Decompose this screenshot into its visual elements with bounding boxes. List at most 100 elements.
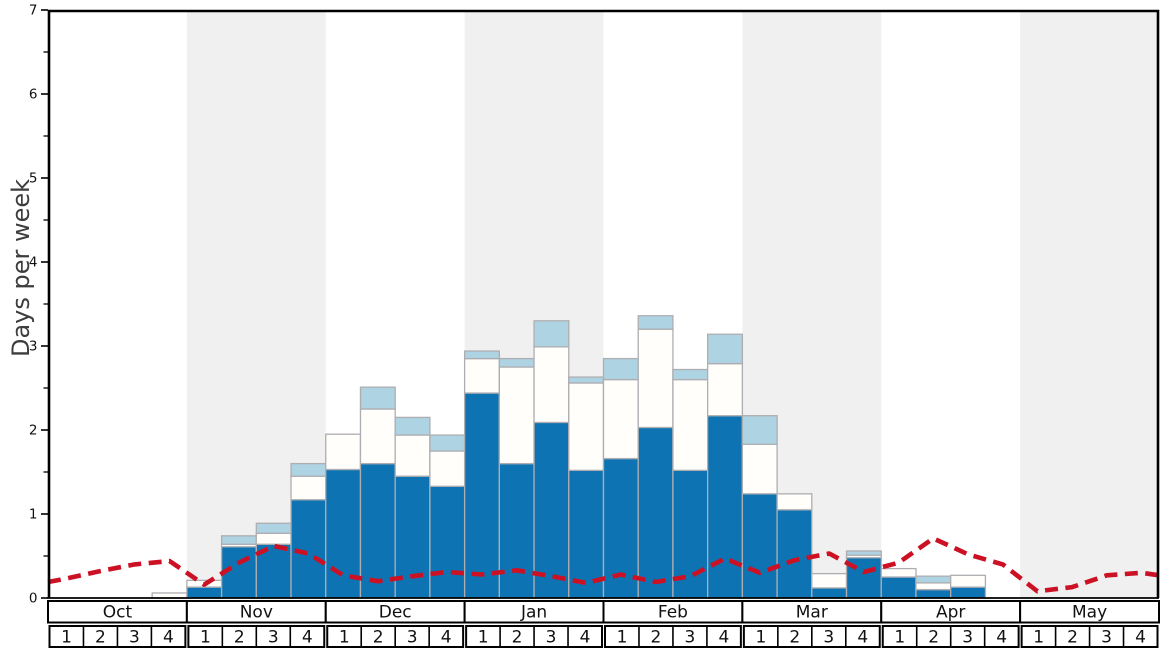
bar-segment-light-blue [220, 535, 257, 545]
bar-segment-dark-blue [498, 462, 535, 599]
bar-segment-dark-blue [429, 485, 466, 599]
week-label: 1 [1033, 628, 1044, 648]
bar-segment-white [498, 366, 535, 465]
week-label: 2 [789, 628, 800, 648]
week-label: 2 [234, 628, 245, 648]
bar-segment-dark-blue [186, 586, 223, 599]
bar-segment-light-blue [602, 357, 639, 381]
bar-segment-dark-blue [950, 586, 987, 599]
week-label: 2 [512, 628, 523, 648]
y-tick-label: 6 [29, 87, 38, 103]
y-tick-label: 7 [29, 3, 38, 19]
bar-segment-dark-blue [707, 415, 744, 599]
bar-segment-light-blue [255, 522, 292, 534]
week-label: 2 [373, 628, 384, 648]
month-label: Nov [240, 603, 273, 623]
week-label: 4 [441, 628, 452, 648]
bar-segment-white [255, 532, 292, 545]
plot-frame [47, 9, 1160, 598]
bar-segment-white [950, 574, 987, 588]
week-label: 4 [1135, 628, 1146, 648]
bar-segment-light-blue [568, 376, 605, 384]
bar-segment-light-blue [359, 386, 396, 410]
bar-segment-light-blue [533, 320, 570, 348]
bar-segment-dark-blue [533, 421, 570, 599]
y-tick-label: 0 [29, 591, 38, 607]
week-label: 2 [95, 628, 106, 648]
bar-segment-light-blue [394, 416, 431, 436]
week-label: 4 [857, 628, 868, 648]
week-label: 3 [823, 628, 834, 648]
month-label: Feb [658, 603, 688, 623]
bar-segment-white [776, 493, 813, 511]
month-label: Mar [796, 603, 828, 623]
week-label: 1 [339, 628, 350, 648]
red-dashed-line [47, 536, 1160, 594]
week-label: 3 [546, 628, 557, 648]
week-label: 1 [894, 628, 905, 648]
week-label: 3 [962, 628, 973, 648]
month-cell-may [1019, 600, 1160, 624]
bar-segment-dark-blue [776, 509, 813, 599]
week-label: 4 [302, 628, 313, 648]
bar-segment-dark-blue [880, 576, 917, 599]
bar-segment-dark-blue [637, 426, 674, 599]
bar-segment-light-blue [915, 575, 952, 584]
bar-segment-white [290, 475, 327, 501]
bar-segment-dark-blue [741, 493, 778, 599]
y-tick-label: 4 [29, 255, 38, 271]
bar-segment-light-blue [429, 434, 466, 452]
week-label: 3 [685, 628, 696, 648]
bar-segment-white [672, 378, 709, 471]
bar-segment-dark-blue [915, 588, 952, 599]
week-label: 3 [1101, 628, 1112, 648]
bar-segment-light-blue [463, 350, 500, 360]
bar-segment-light-blue [637, 315, 674, 330]
y-tick-label: 2 [29, 423, 38, 439]
week-label: 2 [1067, 628, 1078, 648]
bar-segment-white [325, 433, 362, 471]
bar-segment-light-blue [707, 333, 744, 365]
week-label: 4 [718, 628, 729, 648]
week-label: 3 [129, 628, 140, 648]
bar-segment-light-blue [741, 415, 778, 445]
week-label: 3 [268, 628, 279, 648]
bar-segment-dark-blue [568, 469, 605, 599]
week-label: 2 [651, 628, 662, 648]
bar-segment-white [394, 434, 431, 477]
bar-segment-dark-blue [463, 392, 500, 599]
y-tick-label: 5 [29, 171, 38, 187]
bar-segment-white [880, 567, 917, 578]
bar-segment-white [915, 582, 952, 591]
month-label: Dec [379, 603, 412, 623]
bar-segment-white [741, 443, 778, 495]
week-label: 1 [617, 628, 628, 648]
bar-segment-white [533, 346, 570, 424]
bar-segment-white [602, 378, 639, 460]
week-label: 1 [755, 628, 766, 648]
week-label: 4 [163, 628, 174, 648]
bar-segment-white [811, 572, 848, 589]
y-tick-label: 3 [29, 339, 38, 355]
bar-segment-white [637, 328, 674, 429]
bar-segment-white [429, 450, 466, 487]
week-label: 4 [580, 628, 591, 648]
week-label: 4 [996, 628, 1007, 648]
week-label: 2 [928, 628, 939, 648]
bar-segment-dark-blue [811, 587, 848, 599]
month-band-may [1020, 10, 1159, 598]
y-tick-label: 1 [29, 507, 38, 523]
week-label: 1 [200, 628, 211, 648]
bar-segment-light-blue [290, 462, 327, 477]
bar-segment-light-blue [498, 357, 535, 368]
week-label: 1 [478, 628, 489, 648]
month-label: Jan [520, 603, 547, 623]
bar-segment-light-blue [845, 550, 882, 556]
bar-segment-light-blue [672, 368, 709, 381]
month-label: May [1072, 603, 1107, 623]
bar-segment-white [568, 382, 605, 471]
bar-segment-white [359, 408, 396, 465]
month-label: Apr [936, 603, 965, 623]
